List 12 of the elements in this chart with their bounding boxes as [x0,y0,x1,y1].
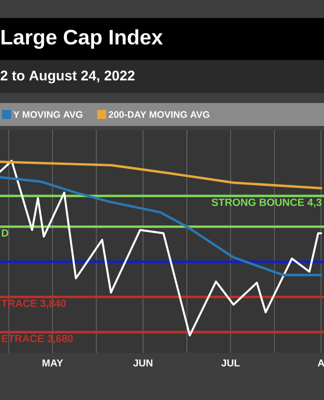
ref-line-label: TRACE 3,840 [1,300,66,309]
x-tick-label: A [318,360,324,366]
ref-line-label: ETRACE 3,680 [2,334,73,344]
legend-label: Y MOVING AVG [13,111,82,118]
chart-subtitle: 2 to August 24, 2022 [0,70,135,84]
chart-title: Large Cap Index [2,29,163,49]
x-tick-label: JUN [133,360,152,366]
x-tick-label: JUL [221,360,240,366]
legend-label: 200-DAY MOVING AVG [108,111,210,118]
x-tick-label: MAY [42,360,63,366]
ref-line-label: STRONG BOUNCE 4,3 [212,198,322,208]
ref-line-label: D [2,229,8,237]
